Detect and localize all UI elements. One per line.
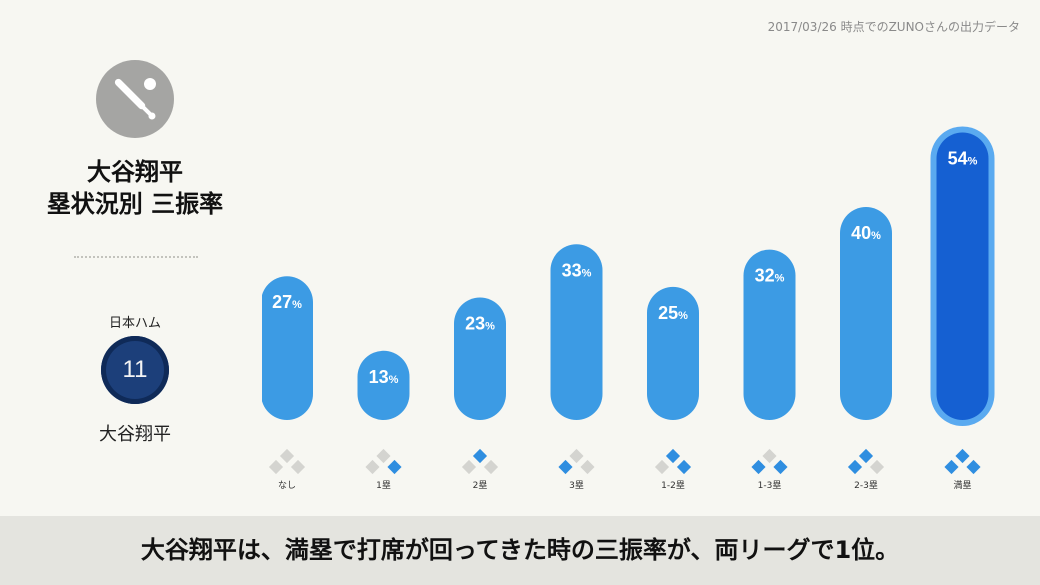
base-square — [569, 448, 584, 464]
base-square — [558, 459, 573, 475]
bar — [357, 350, 410, 420]
base-diamond-icon — [461, 448, 499, 475]
base-square — [461, 459, 477, 475]
category-label: 1-2塁 — [661, 480, 685, 491]
source-note: 2017/03/26 時点でのZUNOさんの出力データ — [767, 20, 1020, 34]
strikeout-rate-chart: 27% なし 13% 1塁 23% 2塁 33% 3塁 25% 1-2塁 32% 1-3塁 40% 2-3… — [261, 80, 1022, 500]
bar — [647, 286, 699, 420]
category-label: 満塁 — [953, 480, 971, 491]
category-label: 2-3塁 — [854, 480, 878, 491]
player-name: 大谷翔平 — [99, 424, 171, 445]
bar-value-label: 27% — [272, 292, 302, 312]
base-square — [858, 448, 874, 464]
bar-value-label: 13% — [369, 367, 399, 387]
uniform-number: 11 — [122, 356, 148, 383]
category-label: 2塁 — [473, 480, 488, 491]
baseball-bat-icon — [96, 60, 174, 138]
bar-value-label: 23% — [465, 314, 495, 334]
base-square — [387, 459, 402, 475]
base-square — [955, 448, 970, 464]
chart-canvas: 27% なし 13% 1塁 23% 2塁 33% 3塁 25% 1-2塁 32% 1-3塁 40% 2-3… — [261, 126, 995, 491]
bar — [454, 297, 506, 420]
bar-value-label: 32% — [755, 266, 785, 286]
base-diamond-icon — [654, 448, 692, 475]
base-square — [365, 459, 380, 475]
base-square — [290, 459, 306, 475]
bar-value-label: 54% — [948, 148, 978, 168]
base-square — [847, 459, 863, 475]
base-diamond-icon — [558, 448, 595, 475]
bottom-banner: 大谷翔平は、満塁で打席が回ってきた時の三振率が、両リーグで1位。 — [0, 516, 1040, 585]
bar — [840, 207, 892, 420]
base-square — [483, 459, 499, 475]
base-diamond-icon — [944, 448, 981, 475]
team-label: 日本ハム — [108, 316, 161, 331]
bar-value-label: 40% — [851, 223, 881, 243]
base-square — [751, 459, 766, 475]
uniform-number-badge: 11 — [101, 336, 169, 404]
chart-title-line2: 塁状況別 三振率 — [46, 190, 224, 218]
bottom-caption: 大谷翔平は、満塁で打席が回ってきた時の三振率が、両リーグで1位。 — [140, 536, 900, 564]
bar — [550, 244, 603, 420]
base-diamond-icon — [268, 448, 306, 475]
base-square — [869, 459, 885, 475]
base-square — [676, 459, 692, 475]
category-label: なし — [278, 480, 296, 491]
bar — [261, 276, 313, 420]
category-label: 1-3塁 — [758, 480, 782, 491]
category-label: 1塁 — [376, 480, 391, 491]
base-diamond-icon — [847, 448, 885, 475]
base-square — [279, 448, 295, 464]
base-square — [944, 459, 959, 475]
base-square — [966, 459, 981, 475]
base-square — [654, 459, 670, 475]
base-square — [762, 448, 777, 464]
chart-title-line1: 大谷翔平 — [87, 158, 183, 186]
base-square — [268, 459, 284, 475]
bar — [936, 132, 989, 420]
base-square — [580, 459, 595, 475]
base-square — [773, 459, 788, 475]
bar — [743, 249, 796, 420]
base-square — [472, 448, 488, 464]
base-square — [376, 448, 391, 464]
player-panel: 大谷翔平 塁状況別 三振率 日本ハム 11 大谷翔平 — [40, 60, 230, 460]
category-label: 3塁 — [569, 480, 584, 491]
base-diamond-icon — [751, 448, 788, 475]
base-square — [665, 448, 681, 464]
bar-value-label: 25% — [658, 303, 688, 323]
base-diamond-icon — [365, 448, 402, 475]
bar-value-label: 33% — [562, 260, 592, 280]
divider — [74, 256, 198, 258]
